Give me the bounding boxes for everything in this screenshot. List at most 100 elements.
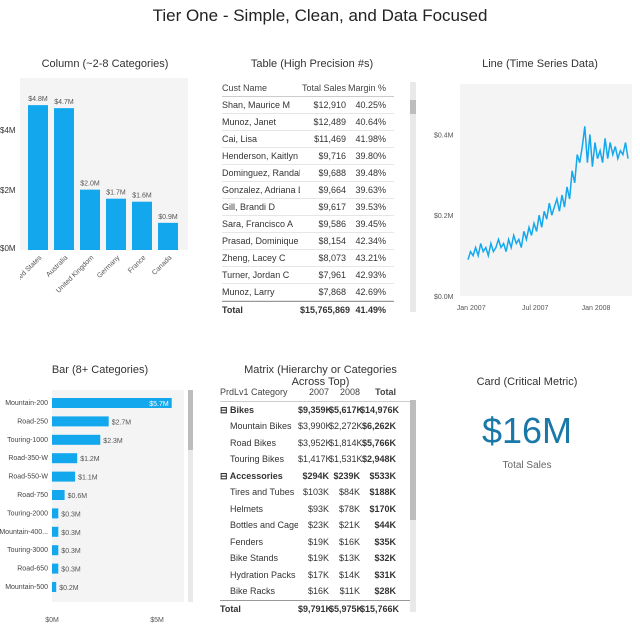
table-header-cell: Total Sales [301, 83, 346, 93]
table-row-cell: Dominguez, Randall M [222, 168, 300, 178]
bar-x-tick: $5M [150, 617, 164, 624]
matrix-row-cell: $14K [338, 569, 360, 580]
matrix-row: Bike Racks $16K $11K $28K [220, 583, 410, 600]
matrix-row-cell: $11K [339, 586, 360, 596]
matrix-row-cell: Bike Racks [220, 586, 276, 596]
matrix-row-cell: $1,531K [329, 454, 363, 464]
table-row: Munoz, Janet $12,489 40.64% [222, 114, 394, 131]
matrix-group-row-cell: $14,976K [360, 404, 400, 415]
bar-data-label: $0.2M [59, 585, 79, 592]
bar-mark [52, 398, 172, 408]
table-row: Turner, Jordan C $7,961 42.93% [222, 267, 394, 284]
matrix-row-cell: $13K [338, 553, 360, 563]
matrix-total-row: Total $9,791K $5,975K $15,766K [220, 599, 410, 618]
line-x-tick: Jan 2008 [582, 305, 611, 312]
bar-mark [52, 453, 78, 464]
table-row: Dominguez, Randall M $9,688 39.48% [222, 165, 394, 182]
column-x-label: Germany [96, 254, 122, 280]
table-header-cell: Cust Name [222, 83, 268, 93]
bar-y-label: Touring-2000 [7, 510, 48, 517]
table-row-cell: 42.69% [355, 287, 386, 297]
table-row: Shan, Maurice M $12,910 40.25% [222, 97, 394, 114]
matrix-row-cell: $5,766K [361, 437, 396, 448]
bar-data-label: $1.2M [80, 456, 100, 463]
matrix-row-cell: $3,952K [298, 437, 332, 448]
bar-y-label: Touring-3000 [7, 547, 48, 554]
matrix-row-cell: Tires and Tubes [220, 487, 295, 497]
table-row-cell: Prasad, Dominique L [222, 236, 300, 246]
matrix-row-cell: $93K [307, 503, 329, 514]
matrix-row-cell: Bike Stands [220, 553, 279, 563]
table-row-cell: 40.64% [355, 117, 386, 127]
table-row-cell: Zheng, Lacey C [222, 253, 286, 263]
table-scrollbar[interactable] [410, 82, 416, 312]
column-x-label: Australia [45, 254, 69, 278]
table-row-cell: 40.25% [355, 100, 386, 110]
matrix-group-row-cell: $533K [369, 470, 396, 481]
column-x-label: United States [20, 254, 44, 289]
line-series [467, 126, 629, 260]
bar-mark [52, 471, 76, 482]
matrix-row-cell: $23K [307, 520, 329, 530]
matrix-group-row-cell: $294K [302, 470, 329, 481]
table-row: Gill, Brandi D $9,617 39.53% [222, 199, 394, 216]
table-row-cell: $12,489 [313, 117, 346, 127]
table-row-cell: $9,617 [318, 202, 346, 212]
matrix-header-cell: PrdLv1 Category [220, 387, 288, 397]
matrix-table: PrdLv1 Category 2007 2008 Total ⊟ Bikes $9,35… [220, 384, 410, 617]
bar-y-label: Touring-1000 [7, 437, 48, 444]
sales-table: Cust Name Total Sales Margin % Shan, Mauric… [222, 80, 394, 318]
bar-mark [52, 508, 59, 519]
table-row-cell: Munoz, Janet [222, 117, 277, 127]
table-row-cell: $8,073 [318, 253, 346, 263]
bar-scrollbar[interactable] [188, 390, 193, 602]
matrix-group-row: ⊟ Bikes $9,359K $5,617K $14,976K [220, 402, 410, 419]
table-row-cell: Gonzalez, Adriana L [222, 185, 300, 195]
bar-mark [52, 490, 65, 500]
column-y-tick: $4M [0, 126, 16, 135]
column-data-label: $4.8M [28, 96, 48, 103]
table-header-cell: Margin % [347, 83, 386, 93]
table-total-row-cell: Total [222, 305, 243, 315]
matrix-row-cell: $103K [302, 487, 329, 497]
table-scrollbar-thumb[interactable] [410, 100, 416, 114]
matrix-total-row-cell: Total [220, 603, 241, 614]
matrix-row-cell: Touring Bikes [220, 454, 285, 464]
bar-mark [52, 526, 59, 537]
matrix-row: Bottles and Cages $23K $21K $44K [220, 517, 410, 534]
bar-chart-svg: Mountain-200 $5.7M Road-250 $2.7M Touring-10… [0, 398, 172, 624]
bar-data-label: $0.3M [61, 548, 81, 555]
matrix-group-row: ⊟ Accessories $294K $239K $533K [220, 468, 410, 485]
matrix-row-cell: $32K [374, 553, 396, 563]
bar-scrollbar-thumb[interactable] [188, 390, 193, 450]
bar-y-label: Road-650 [17, 566, 48, 573]
table-row-cell: Shan, Maurice M [222, 100, 291, 110]
table-row-cell: Sara, Francisco A [222, 219, 294, 229]
matrix-row-cell: $19K [307, 553, 329, 563]
column-bar [106, 198, 126, 250]
matrix-header: PrdLv1 Category 2007 2008 Total [220, 384, 410, 402]
column-bar [80, 189, 100, 250]
table-row: Henderson, Kaitlyn J $9,716 39.80% [222, 148, 394, 165]
column-x-label: Canada [151, 254, 173, 276]
line-y-tick: $0.4M [434, 132, 454, 139]
table-row-cell: Gill, Brandi D [222, 202, 276, 212]
matrix-row: Fenders $19K $16K $35K [220, 534, 410, 551]
matrix-header-cell: 2008 [339, 387, 360, 397]
bar-data-label: $0.3M [61, 567, 81, 574]
bar-y-label: Road-750 [17, 492, 48, 499]
matrix-title: Matrix (Hierarchy or Categories Across T… [244, 364, 397, 388]
card-label: Total Sales [502, 460, 552, 471]
matrix-group-row-cell: $9,359K [298, 404, 333, 415]
matrix-row: Helmets $93K $78K $170K [220, 501, 410, 518]
matrix-header-cell: Total [375, 387, 396, 397]
bar-x-tick: $0M [45, 617, 59, 624]
column-data-label: $2.0M [80, 181, 100, 188]
bar-y-label: Mountain-200 [5, 400, 48, 407]
matrix-scrollbar-thumb[interactable] [410, 400, 416, 520]
column-chart-title: Column (~2-8 Categories) [41, 58, 169, 70]
bar-data-label: $5.7M [149, 401, 169, 408]
matrix-row-cell: Helmets [220, 503, 264, 514]
table-row-cell: 41.98% [355, 134, 386, 144]
matrix-total-row-cell: $15,766K [360, 603, 400, 614]
